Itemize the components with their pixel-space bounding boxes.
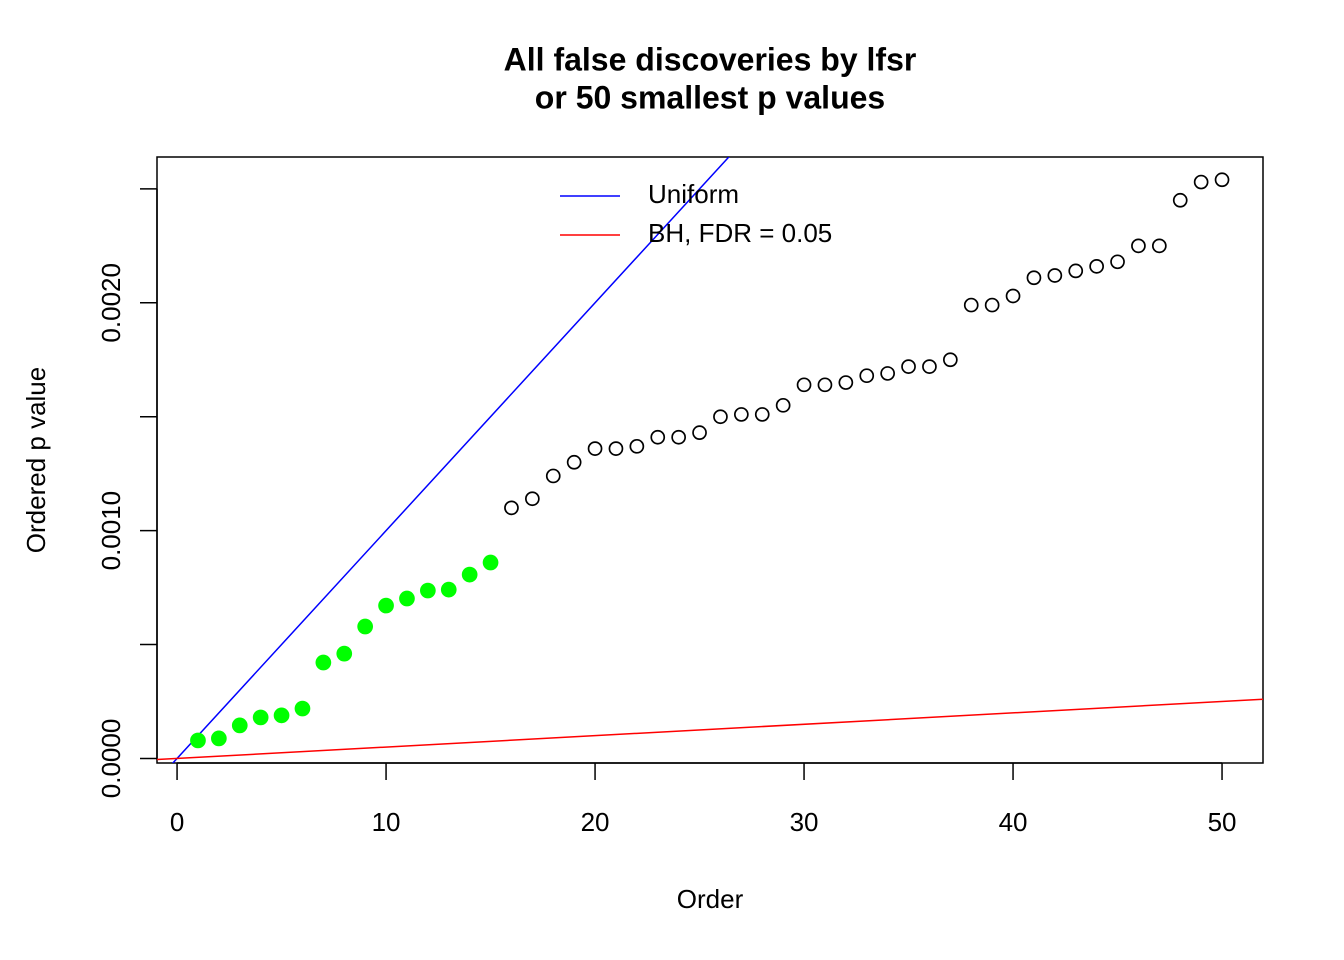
data-point	[838, 375, 854, 390]
data-point	[190, 732, 206, 749]
y-tick-label: 0.0010	[96, 491, 126, 571]
data-point	[1068, 263, 1084, 279]
x-tick-label: 30	[790, 807, 819, 837]
data-point	[713, 409, 728, 425]
data-point	[461, 566, 478, 583]
data-point	[273, 707, 290, 724]
data-point	[378, 597, 394, 614]
data-point	[1005, 288, 1021, 304]
data-point	[942, 352, 958, 368]
data-point	[211, 730, 227, 747]
data-point	[1089, 259, 1104, 274]
chart-subtitle: or 50 smallest p values	[535, 79, 885, 115]
data-point	[1151, 238, 1167, 254]
data-point	[733, 407, 749, 422]
legend-label: Uniform	[648, 179, 739, 209]
data-point	[294, 700, 311, 717]
data-point	[692, 425, 707, 441]
data-point	[482, 554, 499, 571]
data-point	[1214, 172, 1230, 188]
data-point	[901, 359, 916, 374]
data-point	[963, 297, 979, 313]
data-point	[817, 377, 833, 393]
data-point	[1172, 192, 1188, 208]
data-point	[504, 500, 519, 516]
data-point	[775, 397, 791, 413]
reference-line	[157, 698, 1263, 761]
data-point	[399, 590, 415, 607]
data-point	[796, 377, 812, 393]
data-point	[608, 441, 624, 456]
y-tick-label: 0.0000	[96, 719, 126, 799]
data-point	[1131, 238, 1146, 254]
data-point	[566, 454, 582, 470]
data-point	[671, 429, 687, 445]
y-tick-label: 0.0020	[96, 263, 126, 343]
data-point	[859, 368, 875, 384]
data-point	[545, 468, 561, 484]
x-axis-title: Order	[677, 884, 744, 914]
data-point	[1193, 174, 1209, 190]
plot-area	[157, 157, 1263, 763]
data-point	[754, 407, 770, 422]
data-point	[420, 582, 436, 599]
data-point	[1110, 254, 1125, 270]
data-point	[525, 491, 540, 507]
data-point	[336, 645, 353, 662]
data-point	[880, 366, 895, 381]
chart-title: All false discoveries by lfsr	[504, 41, 917, 77]
data-point	[231, 717, 248, 734]
x-tick-label: 0	[170, 807, 184, 837]
legend-label: BH, FDR = 0.05	[648, 218, 832, 248]
data-point	[984, 297, 1000, 313]
x-tick-label: 10	[372, 807, 401, 837]
data-point	[1047, 268, 1063, 283]
data-point	[315, 654, 332, 671]
x-tick-label: 20	[581, 807, 610, 837]
reference-line	[171, 157, 730, 763]
y-axis-title: Ordered p value	[21, 367, 51, 553]
x-tick-label: 40	[999, 807, 1028, 837]
data-point	[629, 438, 645, 454]
data-point	[252, 709, 269, 726]
data-point	[440, 581, 457, 598]
data-point	[1026, 270, 1042, 286]
x-tick-label: 50	[1208, 807, 1237, 837]
data-point	[587, 441, 603, 456]
data-point	[922, 359, 937, 374]
data-point	[357, 618, 374, 635]
plot-frame	[156, 156, 1264, 764]
data-point	[650, 429, 666, 445]
